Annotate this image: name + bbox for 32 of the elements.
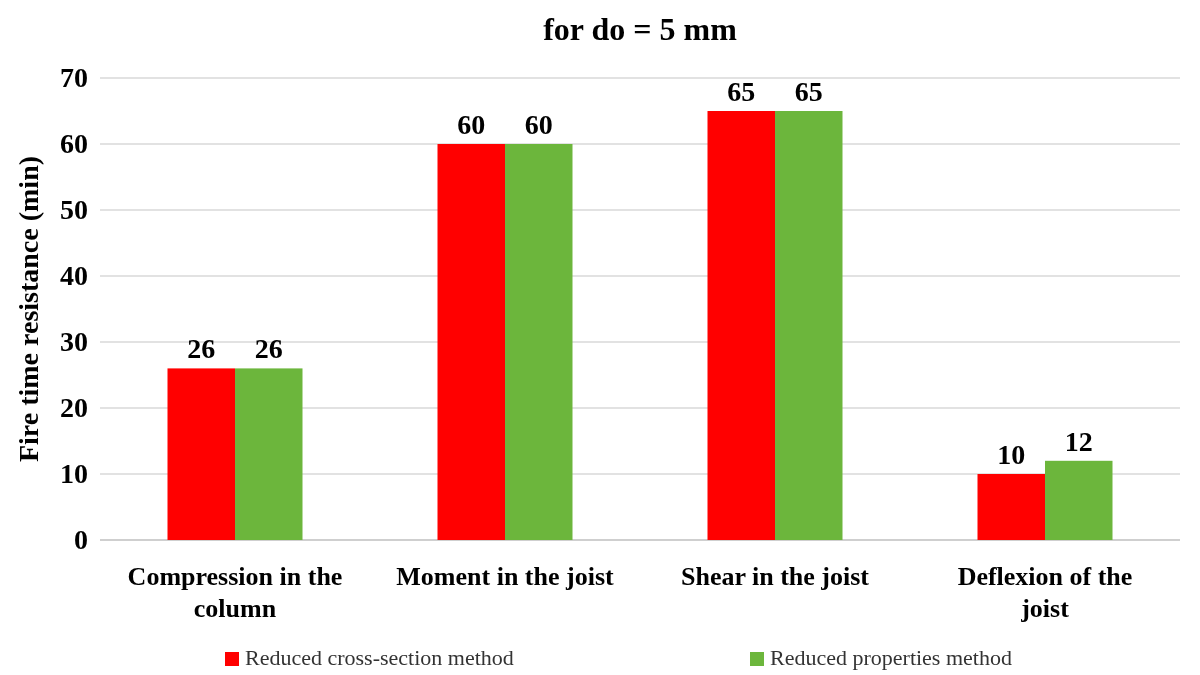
bar: [977, 474, 1045, 540]
bar: [775, 111, 843, 540]
x-tick-label: Moment in the joist: [396, 562, 615, 591]
bar: [167, 368, 235, 540]
data-label: 65: [727, 76, 756, 107]
x-tick-label: Shear in the joist: [680, 562, 870, 591]
data-label: 26: [187, 333, 216, 365]
bar: [1045, 460, 1113, 540]
bar: [707, 111, 775, 540]
bar: [437, 144, 505, 540]
x-tick-label: Deflexion of the joist: [957, 562, 1133, 623]
data-label: 10: [997, 439, 1026, 470]
data-label: 60: [457, 109, 486, 140]
legend-label: Reduced properties method: [770, 645, 1012, 670]
chart-title: for do = 5 mm: [543, 11, 738, 47]
y-tick-label: 40: [60, 260, 88, 291]
y-tick-label: 50: [60, 194, 88, 225]
y-tick-label: 0: [74, 524, 88, 555]
y-axis-title: Fire time resistance (min): [13, 155, 44, 463]
data-label: 65: [794, 76, 823, 107]
y-tick-label: 70: [60, 62, 88, 93]
bar: [235, 368, 303, 540]
y-tick-label: 30: [60, 326, 88, 357]
x-tick-label: Compression in the column: [127, 562, 343, 623]
data-label: 26: [254, 333, 283, 365]
y-tick-label: 20: [60, 392, 88, 423]
bar: [505, 144, 573, 540]
data-label: 60: [524, 109, 553, 140]
y-tick-label: 10: [60, 458, 88, 489]
legend-label: Reduced cross-section method: [245, 645, 514, 670]
y-tick-label: 60: [60, 128, 88, 159]
data-label: 12: [1064, 425, 1093, 457]
